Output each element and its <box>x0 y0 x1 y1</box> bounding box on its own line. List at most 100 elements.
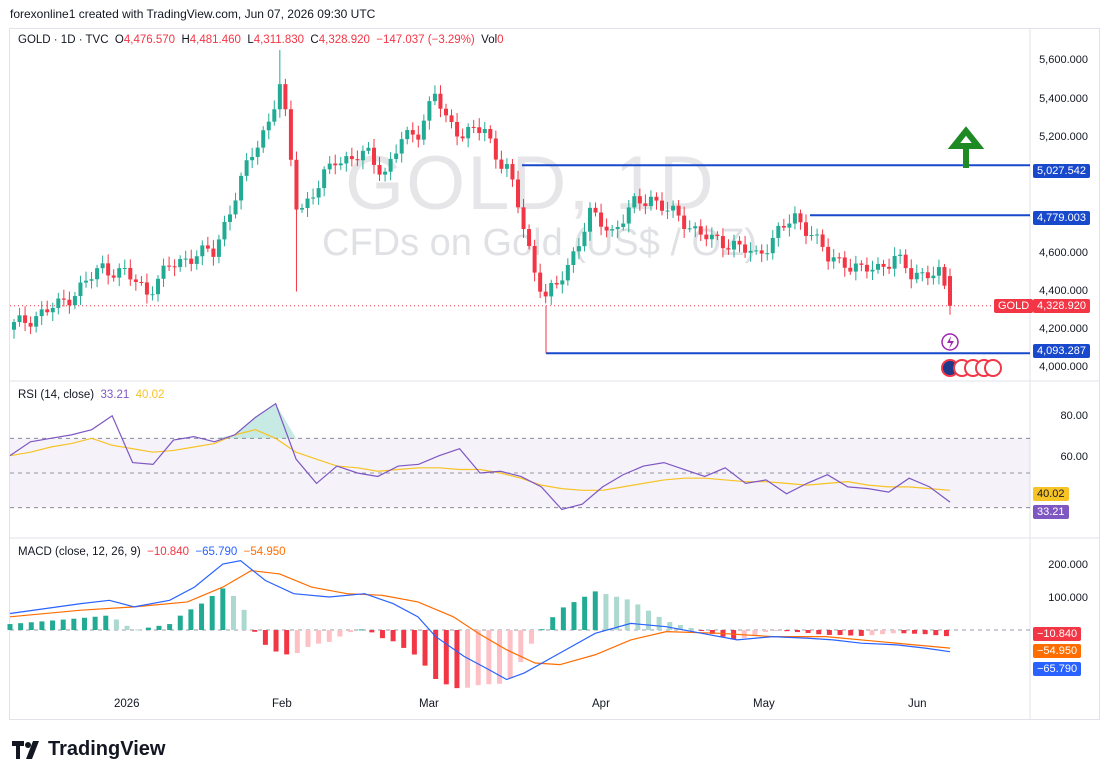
macd-histogram-bar <box>571 602 577 630</box>
candle-body <box>709 234 714 240</box>
candle-body <box>848 267 853 272</box>
x-tick-mar: Mar <box>419 698 439 710</box>
macd-histogram-bar <box>81 617 87 630</box>
macd-histogram-bar <box>433 630 439 680</box>
rsi-line <box>9 402 951 511</box>
candle-body <box>477 127 482 134</box>
rsi-ma-value: 40.02 <box>135 389 165 401</box>
macd-histogram-bar <box>454 630 460 689</box>
candle-body <box>693 226 698 229</box>
candle-body <box>200 245 205 257</box>
candle-body <box>344 156 349 164</box>
macd-histogram-bar <box>124 625 130 630</box>
macd-histogram-bar <box>326 630 332 642</box>
candle-body <box>931 275 936 279</box>
macd-histogram-bar <box>294 630 300 654</box>
macd-histogram-bar <box>507 630 513 679</box>
macd-histogram-bar <box>869 630 875 636</box>
macd-histogram-bar <box>837 630 843 636</box>
candle-body <box>122 268 127 270</box>
candle-body <box>56 298 61 308</box>
candle-body <box>565 265 570 281</box>
candle-body <box>161 265 166 279</box>
rsi-legend[interactable]: RSI (14, close) 33.21 40.02 <box>18 389 164 401</box>
candle-body <box>45 309 50 313</box>
candle-body <box>571 251 576 266</box>
macd-histogram-bar <box>592 591 598 630</box>
candle-body <box>898 254 903 257</box>
macd-histogram-bar <box>901 630 907 634</box>
macd-histogram-bar <box>113 619 119 630</box>
candle-body <box>100 263 105 269</box>
macd-histogram-bar <box>28 622 34 630</box>
candle-body <box>604 226 609 231</box>
candle-body <box>460 136 465 139</box>
macd-histogram-bar <box>348 630 354 633</box>
macd-histogram-bar <box>209 595 215 630</box>
volume-label: Vol <box>481 34 498 46</box>
candle-body <box>189 258 194 264</box>
macd-histogram-bar <box>188 609 194 630</box>
macd-histogram-bar <box>305 630 311 647</box>
candle-body <box>222 221 227 240</box>
candle-body <box>715 234 720 237</box>
candle-body <box>167 265 172 267</box>
rsi-value: 33.21 <box>100 389 130 401</box>
close-value: 4,328.920 <box>318 34 370 46</box>
macd-histogram-bar <box>230 595 236 630</box>
rsi-tick: 80.00 <box>1060 410 1088 422</box>
macd-histogram-bar <box>880 630 886 635</box>
candle-body <box>322 169 327 189</box>
candle-body <box>34 316 39 327</box>
chart-attribution: forexonline1 created with TradingView.co… <box>10 7 376 21</box>
candle-body <box>720 236 725 249</box>
candle-body <box>560 280 565 285</box>
candle-body <box>748 250 753 253</box>
macd-name: MACD (close, 12, 26, 9) <box>18 546 141 558</box>
candle-body <box>183 258 188 260</box>
candle-body <box>493 138 498 160</box>
candle-body <box>826 246 831 262</box>
macd-histogram-bar <box>528 630 534 644</box>
candle-body <box>626 207 631 224</box>
macd-histogram-bar <box>550 617 556 630</box>
macd-histogram-bar <box>18 623 24 630</box>
candle-body <box>554 283 559 285</box>
macd-histogram-bar <box>763 630 769 632</box>
candle-body <box>432 93 437 102</box>
symbol-name[interactable]: GOLD · 1D · TVC <box>18 34 109 46</box>
candle-body <box>455 121 460 137</box>
price-tick: 4,200.000 <box>1039 323 1088 335</box>
macd-histogram-bar <box>582 596 588 630</box>
candle-body <box>864 264 869 272</box>
macd-histogram-bar <box>177 615 183 630</box>
candle-body <box>798 213 803 223</box>
candle-body <box>394 153 399 159</box>
candle-body <box>421 120 426 140</box>
tradingview-logo[interactable]: TradingView <box>12 738 165 761</box>
candle-body <box>543 291 548 297</box>
symbol-ohlc-legend: GOLD · 1D · TVC O4,476.570 H4,481.460 L4… <box>18 34 504 46</box>
candle-body <box>250 156 255 161</box>
macd-histogram-bar <box>390 630 396 642</box>
macd-legend[interactable]: MACD (close, 12, 26, 9) −10.840 −65.790 … <box>18 546 286 558</box>
candle-body <box>327 163 332 170</box>
level-tag-5027: 5,027.542 <box>1033 164 1090 178</box>
candle-body <box>466 126 471 139</box>
candle-body <box>648 196 653 207</box>
candle-body <box>111 275 116 278</box>
macd-histogram-bar <box>539 629 545 631</box>
macd-histogram-bar <box>784 630 790 632</box>
macd-histogram-bar <box>624 599 630 630</box>
x-tick-jun: Jun <box>908 698 927 710</box>
candle-body <box>28 322 33 327</box>
candle-body <box>809 235 814 237</box>
candle-body <box>283 84 288 110</box>
candle-body <box>228 214 232 222</box>
macd-tick: 200.000 <box>1048 559 1088 571</box>
candle-body <box>743 244 748 253</box>
candle-body <box>261 130 266 148</box>
candle-body <box>488 128 493 139</box>
candle-body <box>366 147 371 151</box>
